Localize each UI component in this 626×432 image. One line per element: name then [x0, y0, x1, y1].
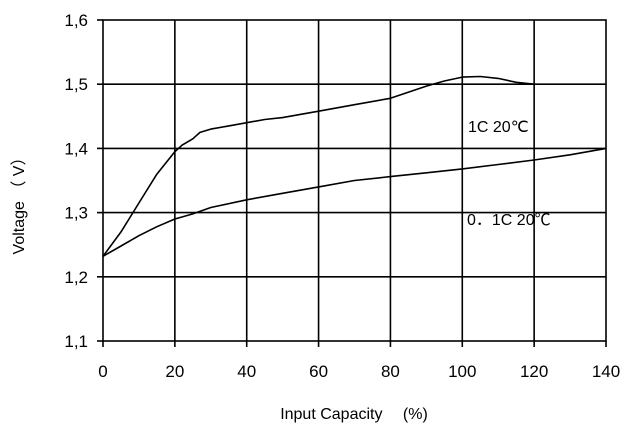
x-tick-label: 40 [237, 362, 256, 381]
y-tick-labels: 1,6 1,5 1,4 1,3 1,2 1,1 [64, 11, 88, 351]
x-tick-label: 120 [520, 362, 548, 381]
y-tick-label: 1,5 [64, 75, 88, 94]
y-tick-label: 1,6 [64, 11, 88, 30]
series-lines [102, 75, 607, 257]
y-axis-label: Voltage （ V） [10, 150, 28, 255]
x-tick-label: 100 [448, 362, 476, 381]
x-tick-label: 60 [309, 362, 328, 381]
grid [97, 19, 607, 347]
series-label-0-1c: 0．1C 20℃ [467, 212, 551, 229]
x-tick-label: 0 [98, 362, 107, 381]
x-tick-labels: 0 20 40 60 80 100 120 140 [98, 362, 620, 381]
series-line-2 [102, 147, 607, 257]
x-tick-label: 140 [592, 362, 620, 381]
x-axis-label: Input Capacity (%) [280, 406, 428, 423]
series-label-1c: 1C 20℃ [468, 119, 529, 136]
plot-frame [102, 19, 607, 342]
y-tick-label: 1,1 [64, 332, 88, 351]
x-tick-label: 80 [381, 362, 400, 381]
y-tick-label: 1,3 [64, 204, 88, 223]
x-tick-label: 20 [165, 362, 184, 381]
y-tick-label: 1,2 [64, 268, 88, 287]
y-tick-label: 1,4 [64, 139, 88, 158]
series-line-1 [102, 75, 535, 257]
